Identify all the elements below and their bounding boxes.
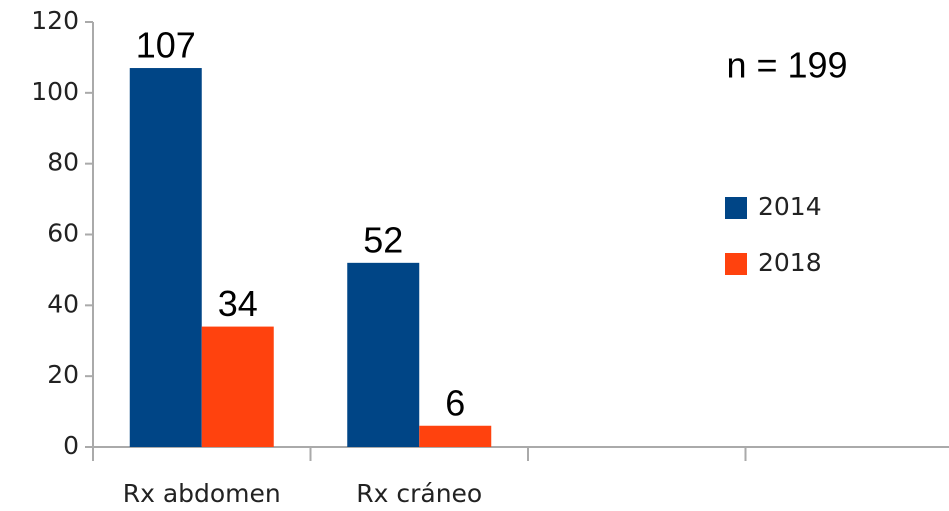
data-label: 52 [363, 219, 403, 260]
annotation: n = 199 [726, 45, 847, 86]
y-tick-label: 20 [47, 360, 79, 389]
y-tick-label: 80 [47, 148, 79, 177]
bar [201, 326, 274, 447]
y-tick-label: 40 [47, 289, 79, 318]
legend-label: 2014 [758, 192, 822, 221]
bar [347, 262, 420, 447]
y-tick-label: 100 [31, 77, 79, 106]
bar [129, 68, 202, 448]
y-tick-label: 60 [47, 219, 79, 248]
data-label: 107 [136, 25, 196, 66]
legend-label: 2018 [758, 248, 822, 277]
y-tick-label: 0 [63, 431, 79, 460]
legend-swatch [725, 197, 747, 219]
x-tick-label: Rx cráneo [356, 479, 482, 508]
legend-swatch [725, 253, 747, 275]
data-label: 6 [445, 382, 465, 423]
y-tick-label: 120 [31, 6, 79, 35]
data-label: 34 [218, 283, 258, 324]
bar [419, 425, 492, 447]
x-tick-label: Rx abdomen [123, 479, 281, 508]
